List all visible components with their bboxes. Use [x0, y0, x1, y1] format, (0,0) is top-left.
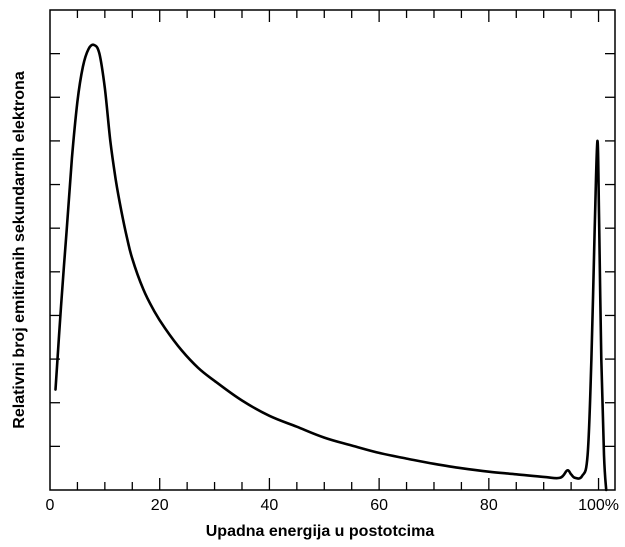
x-tick-label: 80	[480, 497, 498, 514]
x-tick-label: 100%	[578, 497, 619, 514]
ticks-layer	[50, 10, 615, 490]
y-axis-title: Relativni broj emitiranih sekundarnih el…	[11, 71, 28, 429]
tick-labels-layer: 0 20 40 60 80 100%	[46, 497, 619, 514]
x-tick-label: 60	[370, 497, 388, 514]
series-line	[54, 43, 608, 492]
plot-frame	[49, 9, 616, 491]
x-axis-title: Upadna energija u postotcima	[206, 523, 435, 540]
x-tick-label: 0	[46, 497, 55, 514]
x-tick-label: 40	[261, 497, 279, 514]
x-tick-label: 20	[151, 497, 169, 514]
